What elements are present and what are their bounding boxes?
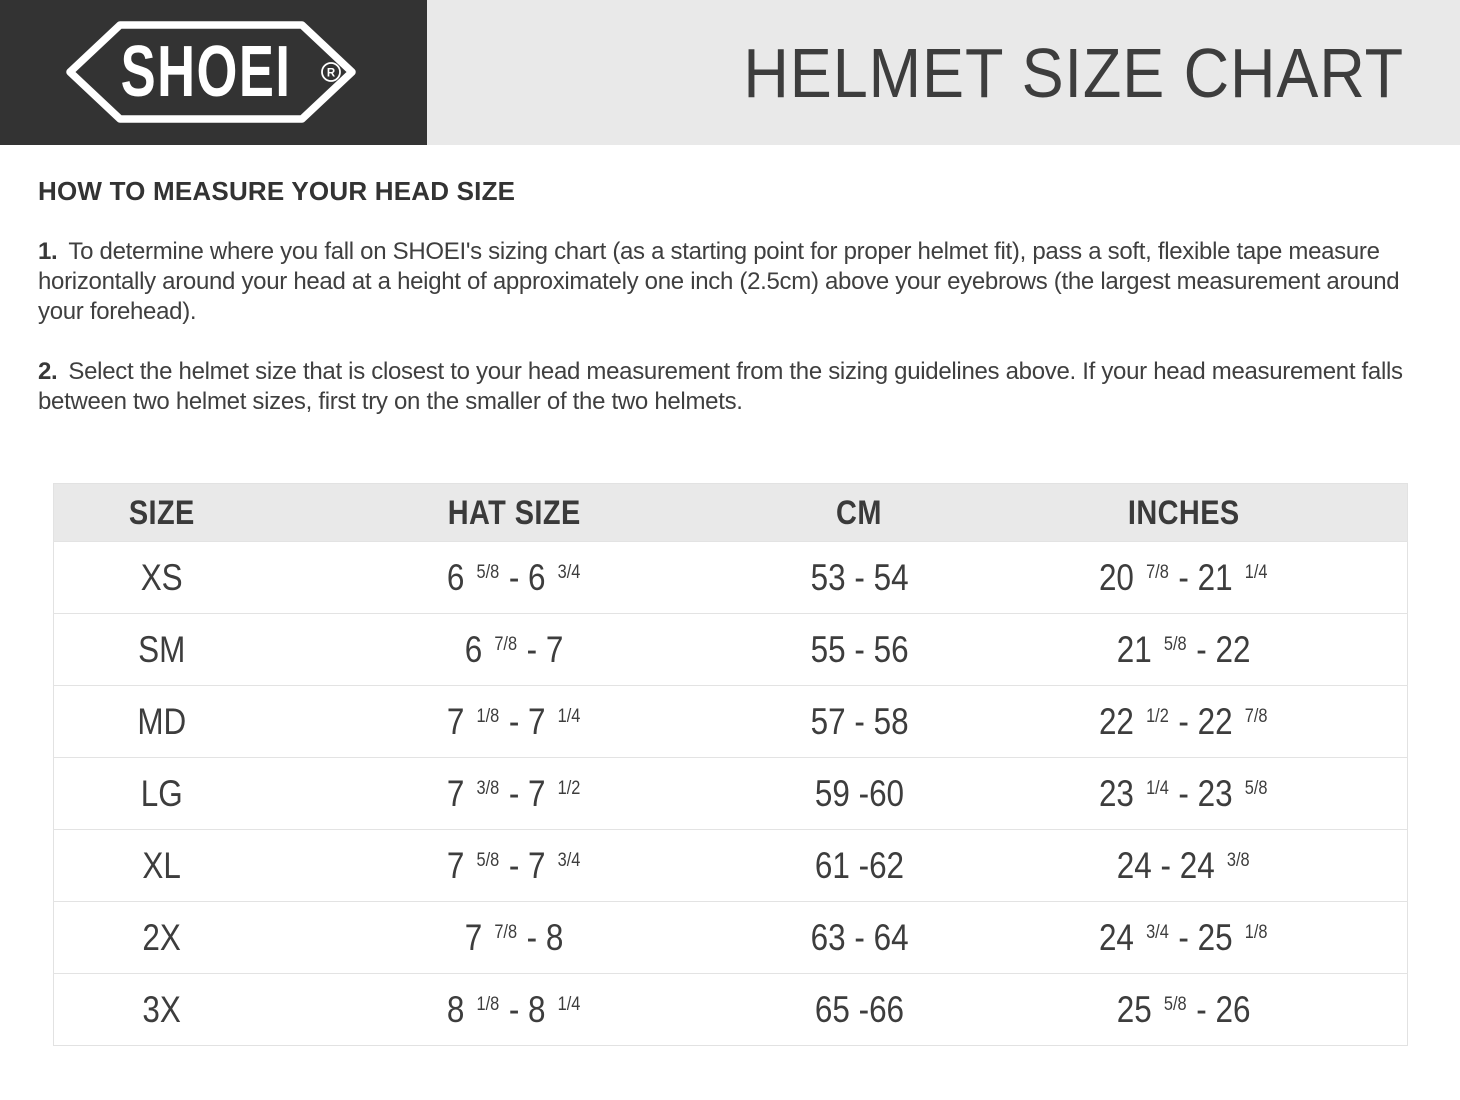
registered-trademark-icon: R [321,62,341,82]
cell-hat-size: 8 1/8 - 8 1/4 [446,989,581,1030]
cell-inches: 24 3/4 - 25 1/8 [1099,917,1268,958]
cell-cm: 53 - 54 [810,557,909,598]
column-header-cm: CM [757,483,961,542]
cell-inches: 21 5/8 - 22 [1116,629,1251,670]
logo-wordmark: SHOEI [121,32,292,112]
cell-size: XL [142,845,182,886]
table-row: LG 7 3/8 - 7 1/2 59 -60 23 1/4 - 23 5/8 [53,757,1408,830]
table-row: SM 6 7/8 - 7 55 - 56 21 5/8 - 22 [53,613,1408,686]
cell-size: LG [141,773,184,814]
cell-inches: 22 1/2 - 22 7/8 [1099,701,1268,742]
instruction-step-1: 1. To determine where you fall on SHOEI's… [38,237,1422,327]
cell-cm: 55 - 56 [810,629,909,670]
cell-hat-size: 7 1/8 - 7 1/4 [446,701,581,742]
section-heading: HOW TO MEASURE YOUR HEAD SIZE [38,176,516,206]
instructions-section: HOW TO MEASURE YOUR HEAD SIZE 1. To deter… [0,176,1460,417]
cell-size: 2X [142,917,182,958]
shoei-logo: SHOEI R [66,21,356,123]
table-header-row: SIZE HAT SIZE CM INCHES [53,483,1408,542]
cell-cm: 65 -66 [814,989,904,1030]
table-row: MD 7 1/8 - 7 1/4 57 - 58 22 1/2 - 22 7/8 [53,685,1408,758]
cell-cm: 57 - 58 [810,701,909,742]
cell-size: SM [138,629,186,670]
table-row: XL 7 5/8 - 7 3/4 61 -62 24 - 24 3/8 [53,829,1408,902]
size-table: SIZE HAT SIZE CM INCHES XS 6 5/8 - 6 3/4 5… [53,483,1408,1046]
cell-size: MD [137,701,187,742]
step-2-text: Select the helmet size that is closest t… [38,358,1403,415]
cell-size: XS [141,557,184,598]
cell-inches: 24 - 24 3/8 [1116,845,1250,886]
step-1-number: 1. [38,238,58,265]
size-table-body: XS 6 5/8 - 6 3/4 53 - 54 20 7/8 - 21 1/4 SM 6… [53,541,1408,1046]
logo-hexagon [66,21,356,123]
cell-hat-size: 7 7/8 - 8 [464,917,564,958]
cell-cm: 59 -60 [814,773,904,814]
cell-hat-size: 7 3/8 - 7 1/2 [446,773,581,814]
table-row: 3X 8 1/8 - 8 1/4 65 -66 25 5/8 - 26 [53,973,1408,1046]
table-row: 2X 7 7/8 - 8 63 - 64 24 3/4 - 25 1/8 [53,901,1408,974]
cell-hat-size: 6 5/8 - 6 3/4 [446,557,581,598]
cell-cm: 61 -62 [814,845,904,886]
size-table-section: SIZE HAT SIZE CM INCHES XS 6 5/8 - 6 3/4 5… [53,483,1408,1046]
cell-hat-size: 7 5/8 - 7 3/4 [446,845,581,886]
instruction-step-2: 2. Select the helmet size that is closest… [38,357,1422,417]
column-header-size: SIZE [53,483,271,542]
svg-text:R: R [327,68,336,80]
cell-inches: 25 5/8 - 26 [1116,989,1251,1030]
cell-size: 3X [142,989,182,1030]
logo-box: SHOEI R [0,0,427,145]
cell-hat-size: 6 7/8 - 7 [464,629,564,670]
page-title: HELMET SIZE CHART [743,33,1404,112]
cell-cm: 63 - 64 [810,917,909,958]
title-area: HELMET SIZE CHART [427,0,1460,145]
cell-inches: 20 7/8 - 21 1/4 [1099,557,1268,598]
cell-inches: 23 1/4 - 23 5/8 [1099,773,1268,814]
step-2-number: 2. [38,358,58,385]
page-header: SHOEI R HELMET SIZE CHART [0,0,1460,145]
table-row: XS 6 5/8 - 6 3/4 53 - 54 20 7/8 - 21 1/4 [53,541,1408,614]
step-1-text: To determine where you fall on SHOEI's s… [38,238,1400,325]
column-header-hat-size: HAT SIZE [270,483,758,542]
column-header-inches: INCHES [960,483,1408,542]
